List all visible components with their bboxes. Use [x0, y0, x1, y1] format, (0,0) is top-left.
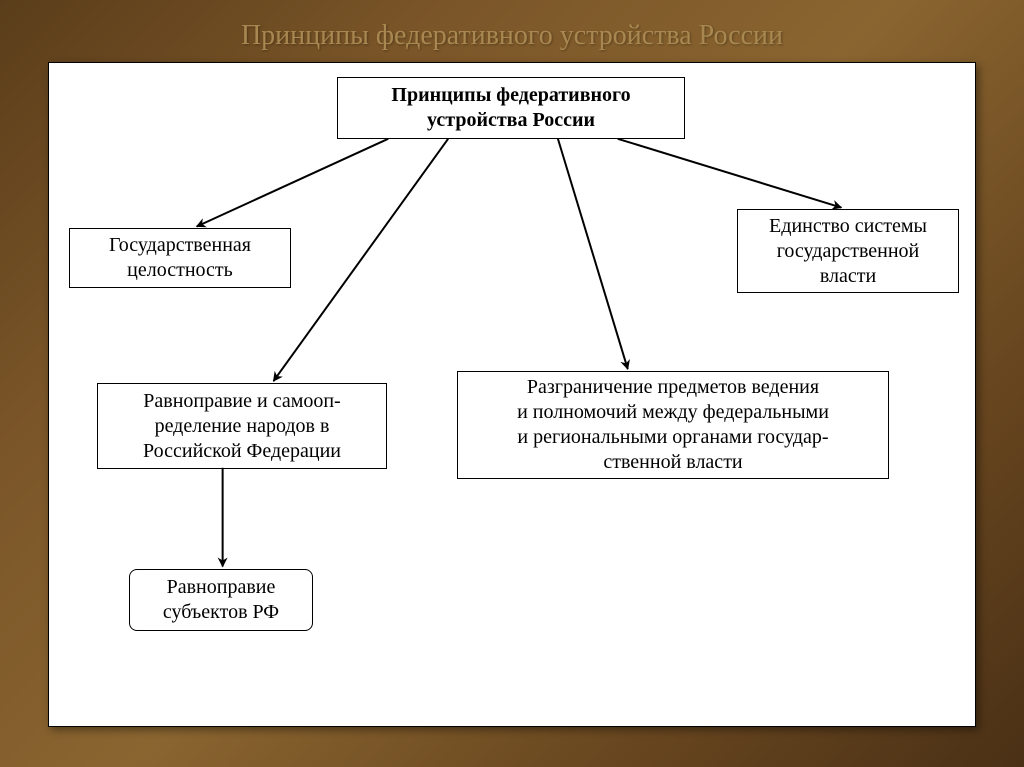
node-equality-subjects: Равноправиесубъектов РФ: [129, 569, 313, 631]
slide-title: Принципы федеративного устройства России: [0, 0, 1024, 52]
node-label: Равноправиесубъектов РФ: [163, 575, 279, 625]
node-label: Государственнаяцелостность: [109, 233, 251, 283]
node-equality-peoples: Равноправие и самооп-ределение народов в…: [97, 383, 387, 469]
node-root-label: Принципы федеративногоустройства России: [391, 83, 630, 133]
node-label: Равноправие и самооп-ределение народов в…: [143, 389, 341, 464]
node-label: Разграничение предметов веденияи полномо…: [517, 375, 829, 475]
node-root: Принципы федеративногоустройства России: [337, 77, 685, 139]
node-delimitation: Разграничение предметов веденияи полномо…: [457, 371, 889, 479]
node-state-integrity: Государственнаяцелостность: [69, 228, 291, 288]
node-unity-power: Единство системыгосударственнойвласти: [737, 209, 959, 293]
diagram-container: Принципы федеративногоустройства России …: [48, 62, 976, 727]
node-label: Единство системыгосударственнойвласти: [769, 214, 927, 289]
